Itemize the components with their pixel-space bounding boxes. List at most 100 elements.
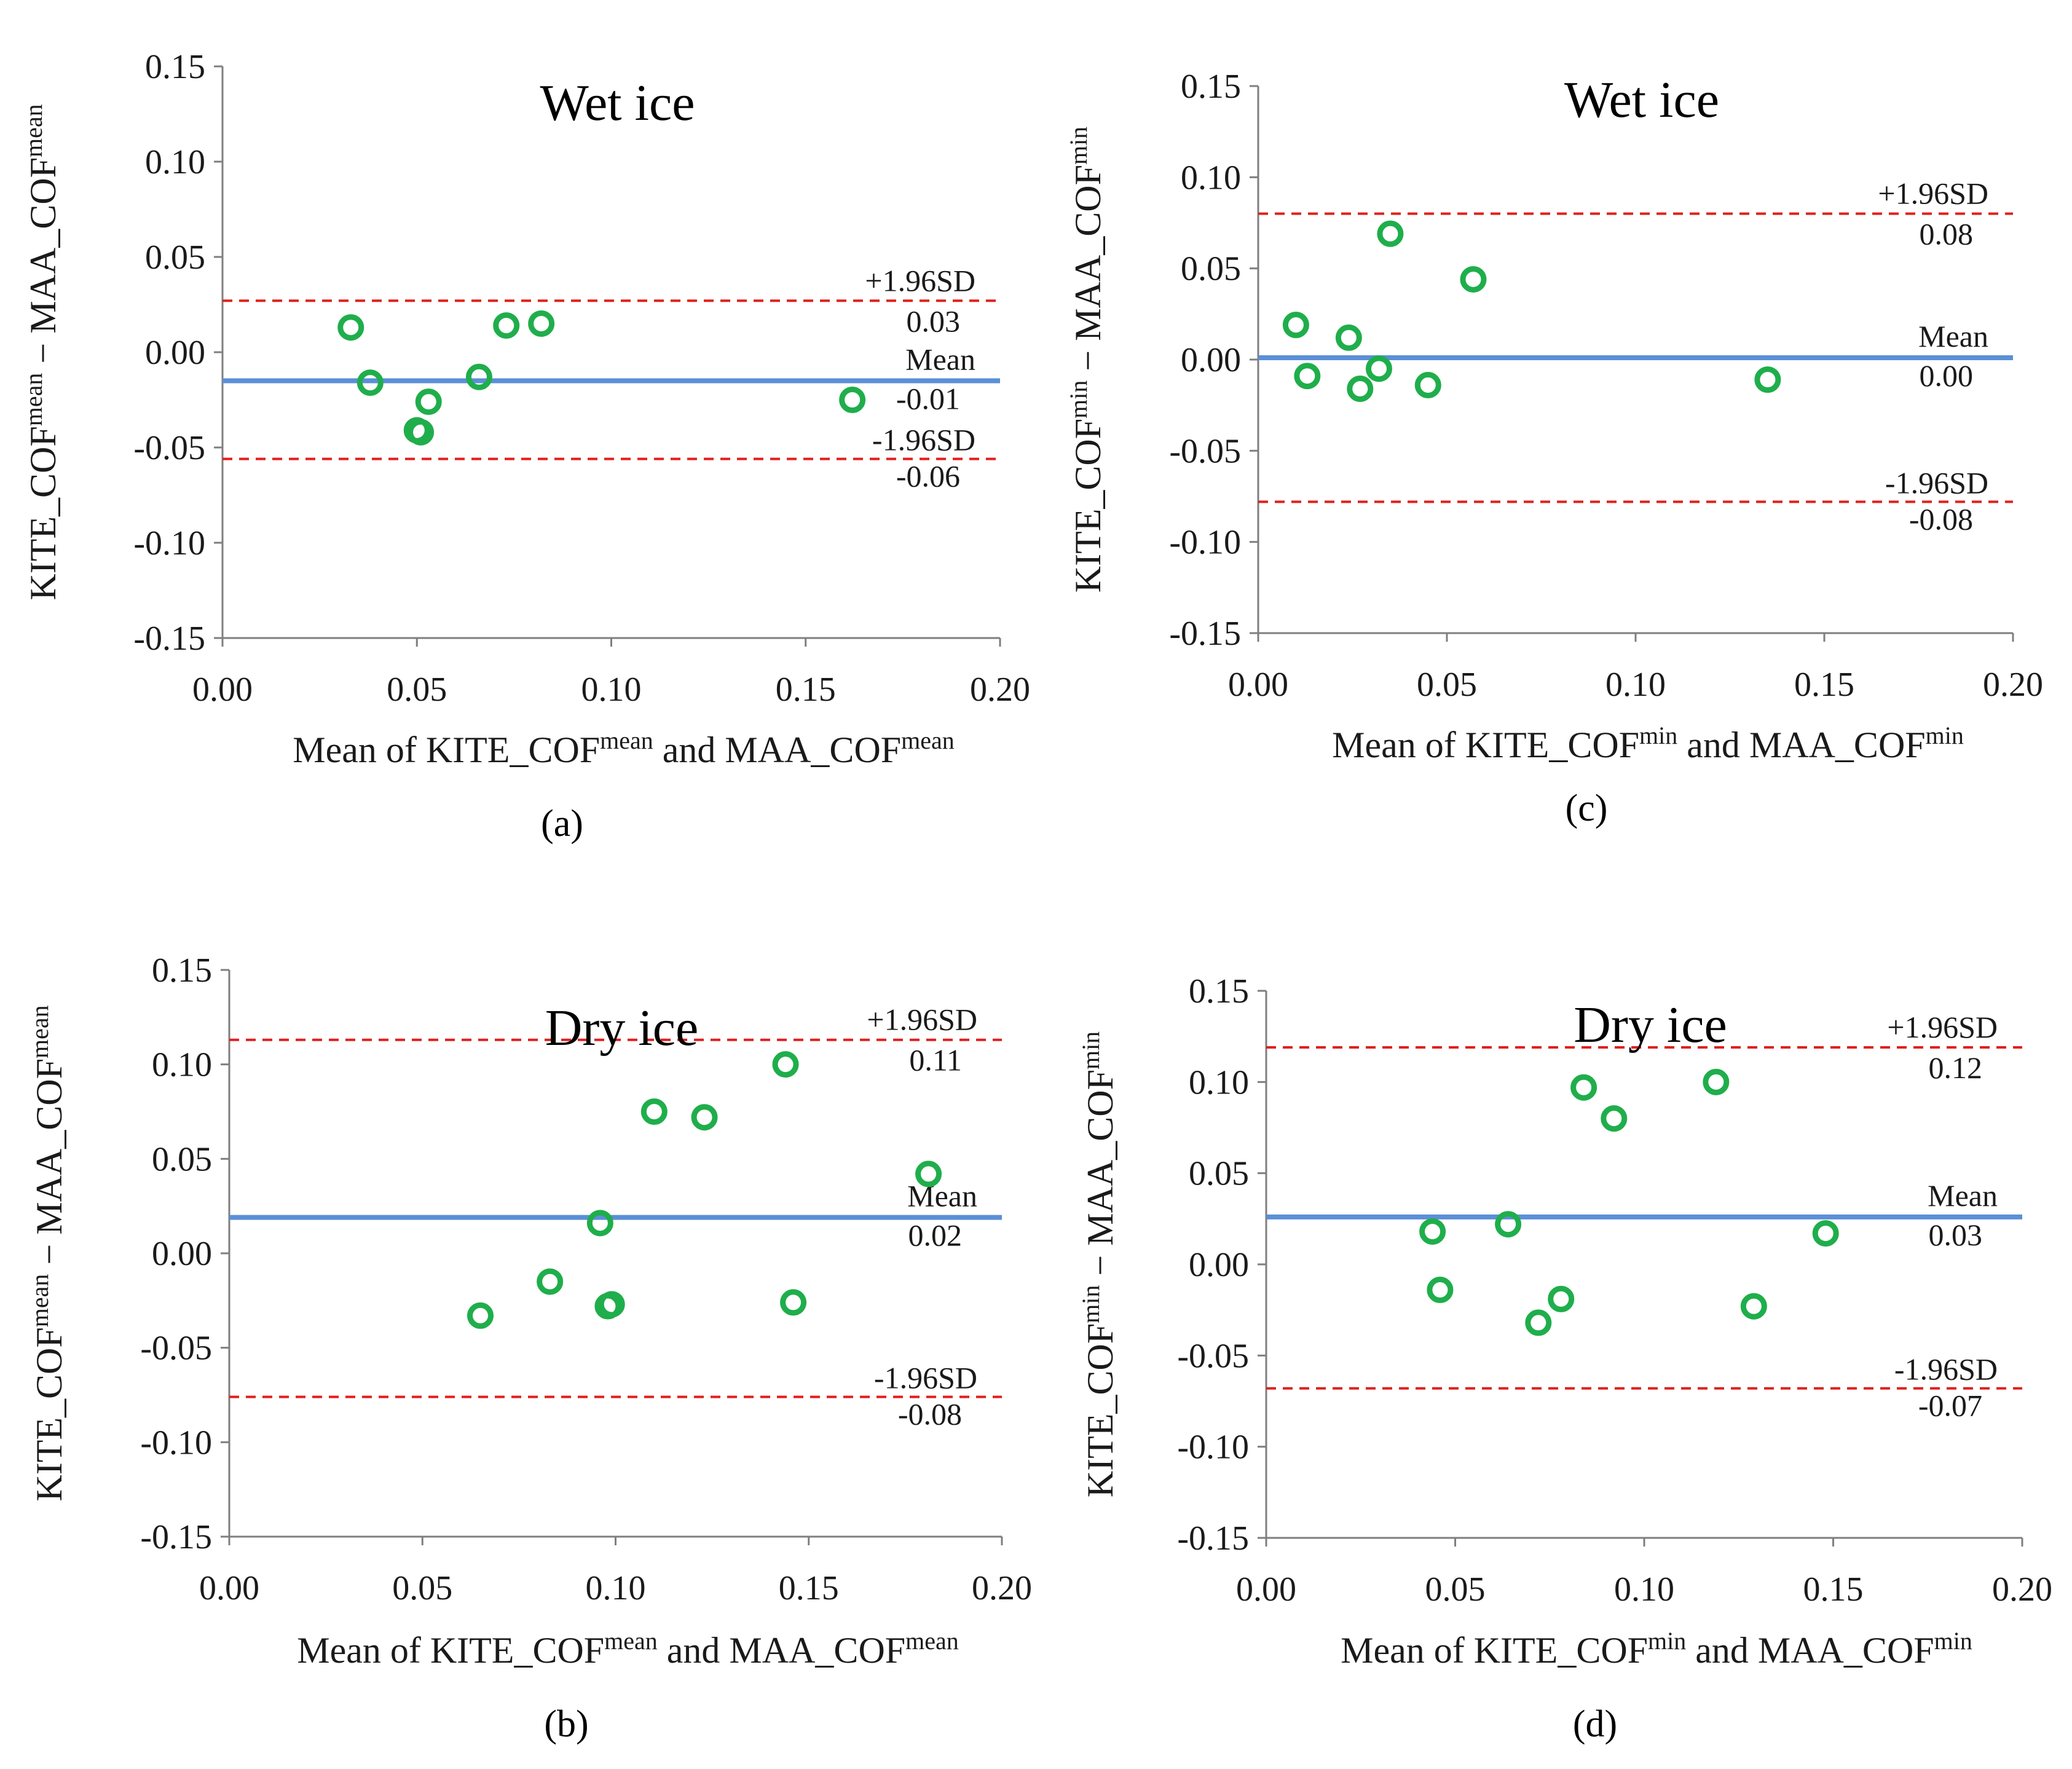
- x-tick-label: 0.20: [1983, 666, 2043, 704]
- y-axis-label-superscript-3: min: [1077, 1031, 1105, 1070]
- y-axis-label-text-0: KITE_COF: [1080, 1323, 1121, 1497]
- x-axis-label-superscript-1: mean: [600, 727, 653, 754]
- data-point: [537, 1268, 564, 1295]
- chart-title: Wet ice: [540, 74, 695, 132]
- x-axis-label-superscript-3: min: [1934, 1627, 1972, 1655]
- x-axis-label: Mean of KITE_COFmean and MAA_COFmean: [297, 1627, 959, 1671]
- x-axis-label-superscript-3: min: [1926, 722, 1964, 749]
- x-axis-label-text-2: and MAA_COF: [658, 1630, 905, 1671]
- lower-limit-label: -1.96SD: [874, 1361, 977, 1395]
- chart-panel-d: 0.15 0.10 0.05 0.00 -0.05 -0.10 -0.15 0.00 0.05 0…: [1077, 972, 2052, 1745]
- lower-limit-value: -0.08: [898, 1397, 962, 1432]
- x-axis-label-superscript-1: min: [1639, 722, 1677, 749]
- data-point: [1548, 1285, 1575, 1312]
- chart-panel-a: 0.15 0.10 0.05 0.00 -0.05 -0.10 -0.15 0.00 0.05 0…: [20, 48, 1030, 845]
- x-tick-label: 0.05: [1425, 1570, 1486, 1609]
- mean-value: 0.03: [1929, 1218, 1983, 1252]
- upper-limit-label: +1.96SD: [1878, 176, 1988, 211]
- chart-title: Dry ice: [1574, 996, 1727, 1054]
- y-axis-label-text-0: KITE_COF: [23, 426, 63, 600]
- y-tick-label: 0.15: [1189, 972, 1249, 1011]
- x-axis-label-text-0: Mean of KITE_COF: [297, 1630, 604, 1671]
- x-tick-label: 0.15: [779, 1569, 839, 1607]
- x-tick-label: 0.15: [1803, 1570, 1864, 1609]
- y-tick-label: 0.00: [152, 1235, 212, 1273]
- data-point: [1754, 366, 1781, 393]
- y-axis-label: KITE_COFmean − MAA_COFmean: [20, 104, 63, 600]
- data-point: [1495, 1211, 1522, 1238]
- x-axis-label: Mean of KITE_COFmin and MAA_COFmin: [1341, 1627, 1972, 1671]
- data-point: [1347, 375, 1374, 402]
- data-point: [1601, 1105, 1628, 1132]
- lower-limit-label: -1.96SD: [1885, 465, 1988, 500]
- panel-label: (d): [1573, 1703, 1617, 1745]
- upper-limit-value: 0.11: [909, 1043, 962, 1078]
- x-tick-label: 0.05: [392, 1569, 452, 1607]
- y-tick-label: 0.10: [1181, 159, 1241, 197]
- data-point: [780, 1289, 807, 1316]
- lower-limit-value: -0.07: [1918, 1389, 1982, 1423]
- y-axis-label-superscript-1: min: [1065, 380, 1092, 419]
- mean-label: Mean: [905, 342, 975, 377]
- data-point: [691, 1104, 718, 1131]
- y-axis-label-text-2: − MAA_COF: [29, 1058, 69, 1274]
- upper-limit-label: +1.96SD: [865, 263, 975, 297]
- data-point: [465, 363, 492, 390]
- mean-label: Mean: [1918, 319, 1988, 353]
- y-axis-label-superscript-1: mean: [20, 373, 47, 427]
- data-point: [415, 388, 442, 416]
- x-tick-label: 0.05: [387, 671, 447, 709]
- y-tick-label: -0.05: [1169, 432, 1241, 470]
- y-tick-label: -0.15: [140, 1518, 212, 1556]
- data-point: [915, 1160, 942, 1188]
- x-tick-label: 0.20: [970, 671, 1030, 709]
- x-tick-label: 0.10: [1605, 666, 1666, 704]
- x-tick-label: 0.15: [1794, 666, 1854, 704]
- y-axis-label-text-2: − MAA_COF: [1068, 165, 1108, 380]
- y-tick-label: 0.10: [152, 1046, 212, 1084]
- mean-value: 0.00: [1920, 358, 1974, 393]
- x-tick-label: 0.15: [776, 671, 836, 709]
- y-axis-label: KITE_COFmin − MAA_COFmin: [1077, 1031, 1121, 1497]
- data-point: [598, 1291, 625, 1318]
- y-axis-label-superscript-1: min: [1077, 1285, 1105, 1323]
- y-tick-label: 0.05: [1189, 1155, 1249, 1193]
- y-tick-label: -0.10: [140, 1424, 212, 1462]
- data-point: [640, 1098, 668, 1125]
- data-point: [1377, 220, 1404, 247]
- data-point: [1427, 1277, 1454, 1304]
- data-point: [1525, 1309, 1552, 1336]
- data-point: [1812, 1220, 1839, 1247]
- x-axis-label-text-2: and MAA_COF: [653, 730, 901, 770]
- data-point: [1460, 266, 1487, 293]
- mean-label: Mean: [907, 1179, 977, 1213]
- y-axis-label-superscript-3: min: [1065, 127, 1092, 165]
- panel-label: (c): [1566, 787, 1608, 829]
- x-axis-label-superscript-3: mean: [905, 1627, 959, 1655]
- y-tick-label: 0.05: [1181, 250, 1241, 288]
- chart-title: Dry ice: [545, 999, 699, 1057]
- y-axis-label-superscript-1: mean: [26, 1274, 53, 1328]
- data-point: [1419, 1218, 1446, 1245]
- y-tick-label: 0.10: [145, 143, 205, 181]
- upper-limit-label: +1.96SD: [1887, 1010, 1998, 1044]
- x-tick-label: 0.05: [1417, 666, 1477, 704]
- lower-limit-label: -1.96SD: [872, 423, 975, 457]
- data-point: [408, 419, 435, 446]
- chart-panel-b: 0.15 0.10 0.05 0.00 -0.05 -0.10 -0.15 0.00 0.05 0…: [26, 951, 1032, 1745]
- x-axis-label-text-2: and MAA_COF: [1677, 725, 1925, 765]
- y-tick-label: -0.05: [140, 1330, 212, 1368]
- y-tick-label: 0.15: [152, 951, 212, 990]
- y-axis-label-text-0: KITE_COF: [1068, 419, 1108, 593]
- data-point: [1335, 324, 1362, 351]
- x-axis-label-text-0: Mean of KITE_COF: [293, 730, 600, 770]
- data-point: [772, 1051, 799, 1078]
- data-point: [356, 369, 384, 396]
- x-tick-label: 0.20: [972, 1569, 1032, 1607]
- y-tick-label: 0.00: [145, 334, 205, 372]
- y-axis-label-text-2: − MAA_COF: [1080, 1070, 1121, 1285]
- upper-limit-value: 0.12: [1929, 1050, 1983, 1085]
- chart-panel-c: 0.15 0.10 0.05 0.00 -0.05 -0.10 -0.15 0.00 0.05 0…: [1065, 68, 2043, 829]
- y-tick-label: -0.15: [133, 620, 205, 658]
